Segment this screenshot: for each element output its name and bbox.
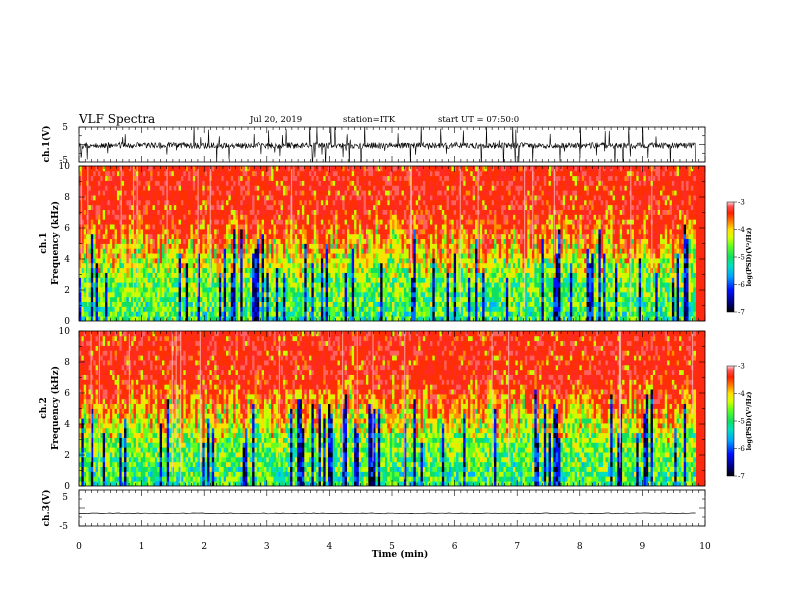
ch2-colorbar: -3 -4 -5 -6 -7 log(PSD)(V²/Hz) [726,363,753,481]
frequency-tick-label: 8 [64,193,70,203]
colorbar-tick-label: -5 [738,254,745,262]
colorbar-tick-label: -4 [738,390,745,398]
frequency-tick-label: 2 [64,286,70,296]
ch3-ytick-top: 5 [62,493,68,503]
figure-station: station=ITK [343,115,396,125]
ch2-spectrogram-panel: 0 2 4 6 8 10 ch.2 Frequency (kHz) [39,327,706,492]
ch1-colorbar-label: log(PSD)(V²/Hz) [745,228,753,287]
x-tick-label: 8 [577,542,583,552]
x-axis-label: Time (min) [372,549,429,560]
ch2-spectrogram-channel-label: ch.2 [39,397,49,418]
figure-title: VLF Spectra [78,112,155,126]
ch3-ytick-bottom: -5 [59,522,68,532]
ch2-spectrogram-ytick-labels: 0 2 4 6 8 10 [59,327,71,492]
ch1-spectrogram-panel: 0 2 4 6 8 10 ch.1 Frequency (kHz) [39,162,706,327]
colorbar-tick-label: -7 [738,473,745,481]
x-tick-label: 3 [264,542,270,552]
frequency-tick-label: 6 [64,224,70,234]
frequency-tick-label: 10 [59,327,71,337]
ch1-y-ticks [78,126,706,163]
colorbar-tick-label: -4 [738,226,745,234]
ch1-colorbar-ticks: -3 -4 -5 -6 -7 [734,199,745,317]
colorbar-tick-label: -3 [738,199,745,207]
ch2-colorbar-label: log(PSD)(V²/Hz) [745,392,753,451]
ch2-spectrogram-y-label: Frequency (kHz) [50,366,61,450]
figure-date: Jul 20, 2019 [249,115,302,125]
ch1-spectrogram-channel-label: ch.1 [39,232,49,253]
x-tick-label: 0 [76,542,82,552]
frequency-tick-label: 6 [64,389,70,399]
ch1-waveform-panel: 5 -5 ch.1(V) [41,123,706,166]
colorbar-tick-label: -7 [738,309,745,317]
ch2-spectrogram-ticks [78,330,706,487]
x-tick-label: 4 [327,542,333,552]
ch1-y-label: ch.1(V) [41,126,52,163]
ch1-spectrogram-ticks [78,165,706,322]
frequency-tick-label: 2 [64,451,70,461]
x-tick-label: 7 [514,542,520,552]
ch1-colorbar: -3 -4 -5 -6 -7 log(PSD)(V²/Hz) [726,199,753,317]
ch1-spectrogram-ytick-labels: 0 2 4 6 8 10 [59,162,71,327]
frequency-tick-label: 0 [64,482,70,492]
colorbar-tick-label: -5 [738,418,745,426]
ch1-ytick-bottom: -5 [59,156,68,166]
frequency-tick-label: 4 [64,255,70,265]
x-tick-label: 6 [452,542,458,552]
x-tick-label: 1 [139,542,145,552]
ch1-waveform-line [79,127,696,162]
ch2-colorbar-ticks: -3 -4 -5 -6 -7 [734,363,745,481]
colorbar-tick-label: -6 [738,281,745,289]
ch1-ytick-top: 5 [62,123,68,133]
ch3-waveform-panel: 5 -5 ch.3(V) [41,489,706,532]
x-tick-label: 10 [699,542,711,552]
colorbar-tick-label: -3 [738,363,745,371]
ch3-waveform-line [79,512,696,515]
x-tick-label: 9 [640,542,646,552]
frequency-tick-label: 8 [64,358,70,368]
x-tick-label: 5 [389,542,395,552]
figure-start-time: start UT = 07:50:0 [438,115,519,125]
x-tick-label: 2 [201,542,207,552]
ch1-spectrogram-image [79,166,697,321]
colorbar-tick-label: -6 [738,445,745,453]
ch2-spectrogram-image [79,331,697,486]
ch3-y-ticks [78,489,706,527]
x-axis-tick-labels: 0 1 2 3 4 5 6 7 8 9 10 [76,542,711,552]
ch3-y-label: ch.3(V) [41,490,52,527]
frequency-tick-label: 0 [64,317,70,327]
ch1-spectrogram-y-label: Frequency (kHz) [50,201,61,285]
frequency-tick-label: 4 [64,420,70,430]
frequency-tick-label: 10 [59,162,71,172]
